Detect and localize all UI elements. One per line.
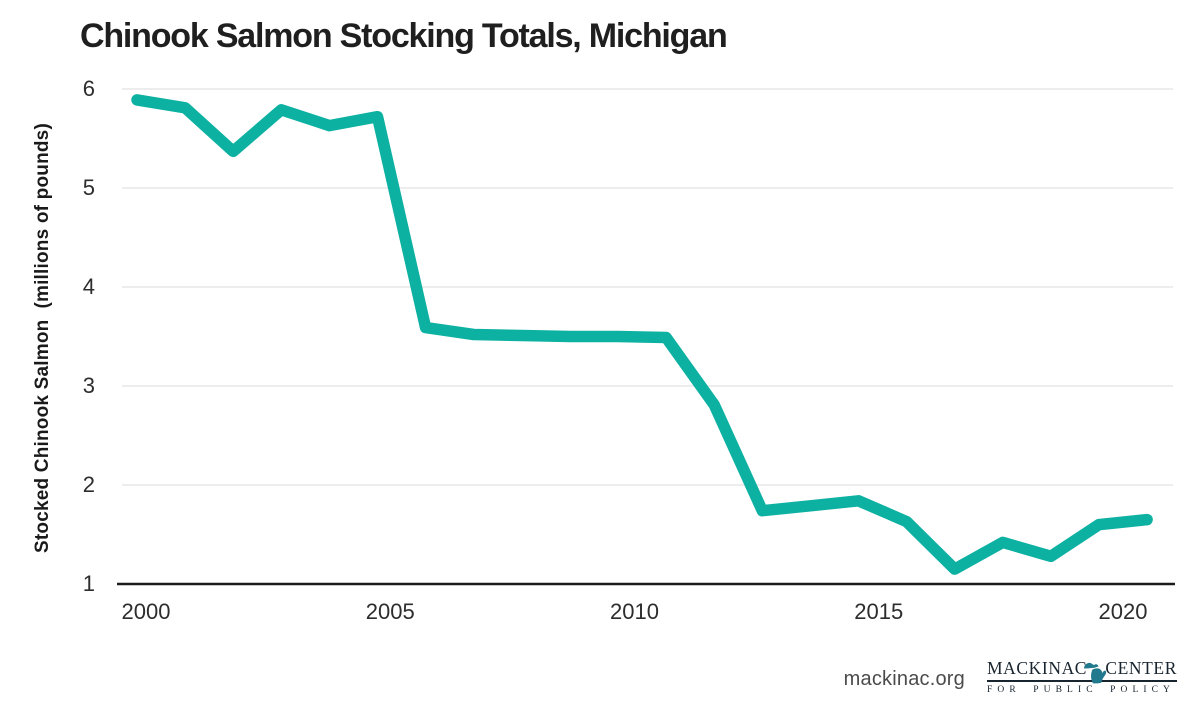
x-tick-label: 2000 xyxy=(121,599,171,624)
website-url: mackinac.org xyxy=(843,668,965,690)
michigan-state-icon xyxy=(1081,655,1111,685)
logo-divider xyxy=(987,680,1177,682)
mackinac-center-logo: MACKINAC CENTER FOR PUBLIC POLICY xyxy=(987,655,1177,695)
y-tick-label: 4 xyxy=(82,274,95,299)
logo-word-center: CENTER xyxy=(1105,657,1177,678)
y-tick-label: 2 xyxy=(82,472,95,497)
y-tick-label: 6 xyxy=(82,76,95,101)
y-tick-label: 5 xyxy=(82,175,95,200)
x-tick-label: 2010 xyxy=(610,599,659,624)
logo-word-mackinac: MACKINAC xyxy=(987,657,1088,678)
x-tick-label: 2015 xyxy=(854,599,904,624)
data-line-stocked-chinook xyxy=(131,94,1153,575)
x-tick-label: 2020 xyxy=(1098,599,1148,624)
x-tick-label: 2005 xyxy=(365,599,415,624)
logo-wordmark: MACKINAC CENTER xyxy=(987,655,1177,684)
chart-title: Chinook Salmon Stocking Totals, Michigan xyxy=(80,17,728,55)
y-tick-label: 3 xyxy=(82,373,95,398)
logo-tagline: FOR PUBLIC POLICY xyxy=(987,685,1176,695)
y-tick-label: 1 xyxy=(82,571,95,596)
